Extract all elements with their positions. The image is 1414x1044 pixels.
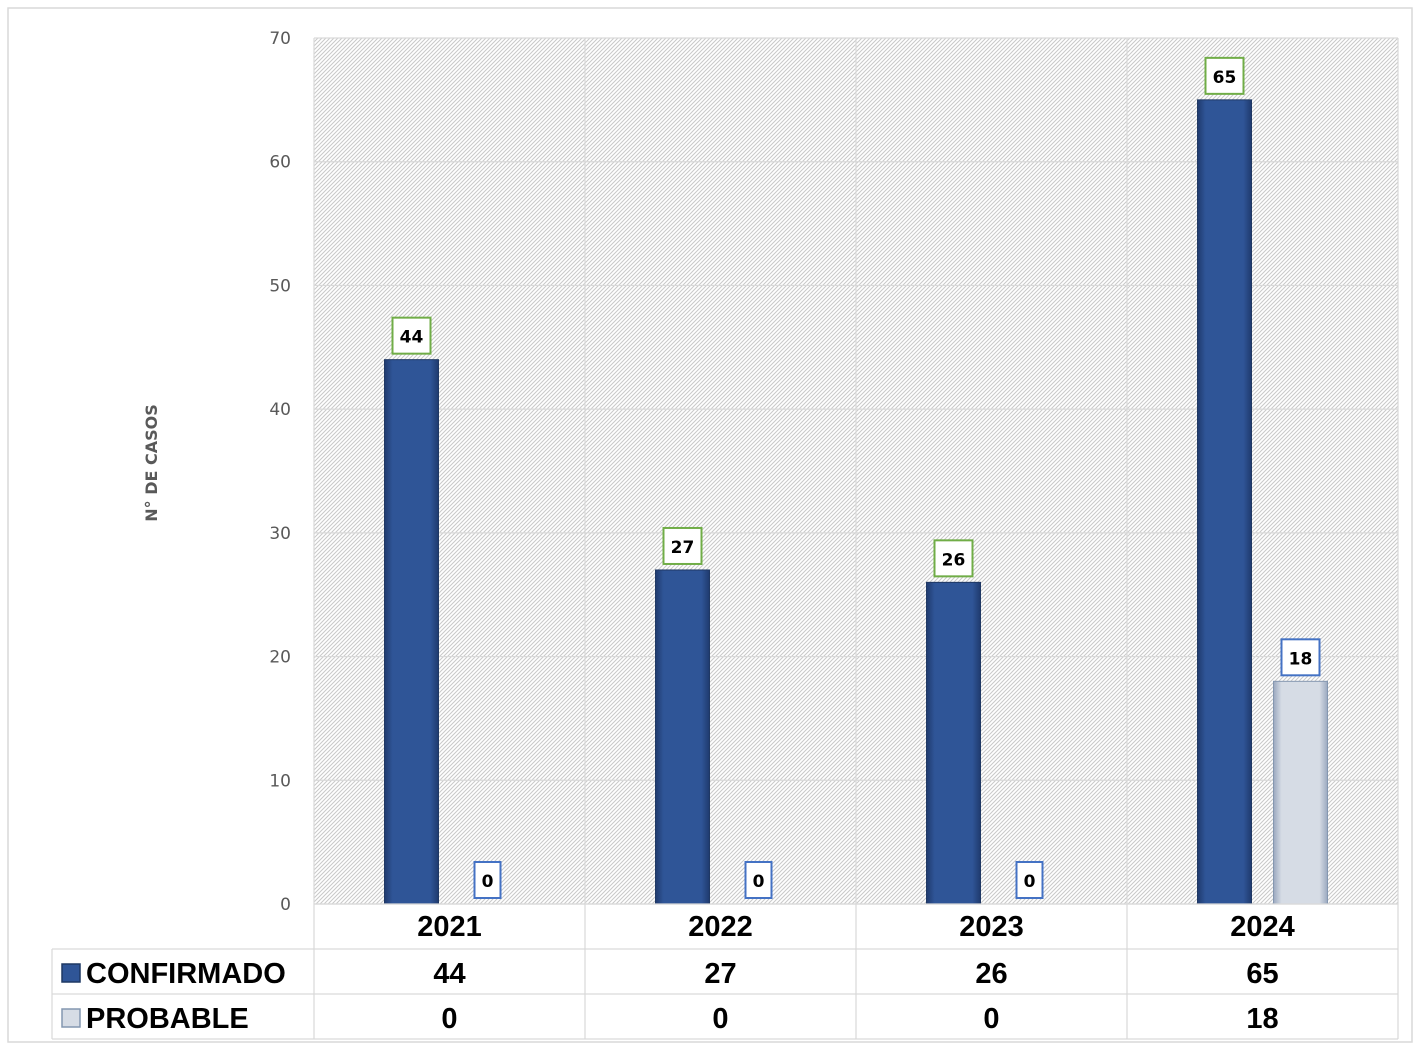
data-label-box	[1280, 638, 1321, 677]
data-label-box	[391, 316, 432, 355]
category-label-2022: 2022	[688, 911, 753, 943]
data-label-text: 0	[753, 872, 765, 892]
table-cell: 26	[975, 958, 1007, 990]
y-tick-label: 30	[269, 524, 291, 544]
y-tick-label: 0	[280, 895, 291, 915]
bar-probable-2024	[1273, 680, 1328, 905]
data-label-probable-2022: 0	[744, 861, 773, 899]
y-axis-label: N° DE CASOS	[142, 404, 161, 522]
table-cell: 18	[1246, 1003, 1278, 1035]
bar-confirmado-2022	[655, 569, 710, 905]
data-labels: 44 27 26 65 0 0 0 18	[391, 56, 1321, 899]
data-label-box	[933, 539, 974, 578]
table-cell: 65	[1246, 958, 1278, 990]
data-label-confirmado-2022: 27	[662, 526, 703, 565]
y-axis: 0 10 20 30 40 50 60 70	[269, 29, 291, 915]
data-label-box	[473, 861, 502, 899]
legend-key-confirmado	[61, 963, 81, 983]
y-tick-label: 20	[269, 648, 291, 668]
table-cell: 0	[441, 1003, 457, 1035]
data-label-box	[1204, 56, 1245, 95]
table-cell: 0	[983, 1003, 999, 1035]
y-tick-label: 40	[269, 400, 291, 420]
data-label-box	[744, 861, 773, 899]
data-label-confirmado-2023: 26	[933, 539, 974, 578]
y-tick-label: 50	[269, 276, 291, 296]
data-label-text: 26	[942, 550, 966, 570]
bar-confirmado-2024	[1197, 99, 1252, 905]
data-label-text: 44	[400, 328, 424, 348]
data-label-probable-2024: 18	[1280, 638, 1321, 677]
category-label-2023: 2023	[959, 911, 1024, 943]
data-label-text: 18	[1289, 649, 1313, 669]
category-label-2024: 2024	[1230, 911, 1295, 943]
bars	[384, 99, 1328, 905]
data-label-probable-2023: 0	[1015, 861, 1044, 899]
bar-confirmado-2021	[384, 359, 439, 905]
data-label-text: 0	[1024, 872, 1036, 892]
y-tick-label: 70	[269, 29, 291, 49]
legend-label-probable: PROBABLE	[86, 1003, 249, 1035]
bar-confirmado-2023	[926, 581, 981, 905]
data-label-confirmado-2024: 65	[1204, 56, 1245, 95]
legend-label-confirmado: CONFIRMADO	[86, 958, 286, 990]
data-label-probable-2021: 0	[473, 861, 502, 899]
y-tick-label: 60	[269, 153, 291, 173]
data-label-box	[1015, 861, 1044, 899]
legend-key-probable	[61, 1008, 81, 1028]
category-label-2021: 2021	[417, 911, 482, 943]
data-label-text: 27	[671, 538, 695, 558]
data-label-text: 65	[1213, 68, 1237, 88]
table-cell: 44	[433, 958, 465, 990]
data-table: 2021 2022 2023 2024 CONFIRMADO 44 27 26 65 PROBAB…	[51, 903, 1399, 1040]
table-cell: 27	[704, 958, 736, 990]
data-label-confirmado-2021: 44	[391, 316, 432, 355]
y-tick-label: 10	[269, 771, 291, 791]
table-cell: 0	[712, 1003, 728, 1035]
data-label-text: 0	[482, 872, 494, 892]
data-label-box	[662, 526, 703, 565]
